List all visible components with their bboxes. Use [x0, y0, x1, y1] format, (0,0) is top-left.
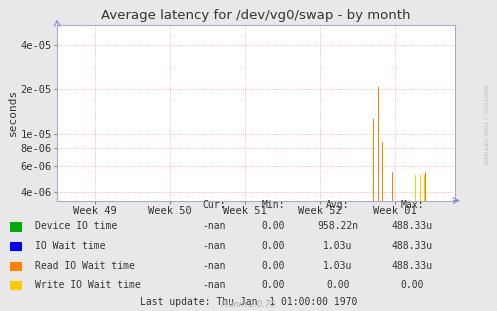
Bar: [429, 175, 430, 311]
Text: RRDTOOL / TOBI OETIKER: RRDTOOL / TOBI OETIKER: [482, 84, 487, 165]
Text: 958.22n: 958.22n: [318, 221, 358, 231]
Text: 0.00: 0.00: [326, 280, 350, 290]
Bar: [420, 172, 421, 311]
Bar: [424, 175, 425, 311]
Text: 0.00: 0.00: [261, 241, 285, 251]
Text: 0.00: 0.00: [261, 221, 285, 231]
Text: 488.33u: 488.33u: [392, 241, 433, 251]
Text: 1.03u: 1.03u: [323, 241, 353, 251]
Text: Avg:: Avg:: [326, 200, 350, 210]
Bar: [397, 172, 398, 311]
Text: IO Wait time: IO Wait time: [35, 241, 105, 251]
Text: 488.33u: 488.33u: [392, 221, 433, 231]
Text: Munin 2.0.75: Munin 2.0.75: [221, 299, 276, 309]
Text: Cur:: Cur:: [202, 200, 226, 210]
Text: -nan: -nan: [202, 280, 226, 290]
Text: -nan: -nan: [202, 221, 226, 231]
Y-axis label: seconds: seconds: [7, 89, 17, 136]
Text: -nan: -nan: [202, 261, 226, 271]
Text: 0.00: 0.00: [261, 280, 285, 290]
Text: Min:: Min:: [261, 200, 285, 210]
Text: Read IO Wait time: Read IO Wait time: [35, 261, 135, 271]
Bar: [378, 87, 379, 311]
Bar: [392, 172, 393, 311]
Bar: [373, 119, 374, 311]
Bar: [415, 175, 416, 311]
Bar: [425, 172, 426, 311]
Text: 0.00: 0.00: [401, 280, 424, 290]
Text: -nan: -nan: [202, 241, 226, 251]
Text: 488.33u: 488.33u: [392, 261, 433, 271]
Text: 1.03u: 1.03u: [323, 261, 353, 271]
Text: Last update: Thu Jan  1 01:00:00 1970: Last update: Thu Jan 1 01:00:00 1970: [140, 297, 357, 307]
Text: Device IO time: Device IO time: [35, 221, 117, 231]
Bar: [388, 117, 389, 311]
Text: Write IO Wait time: Write IO Wait time: [35, 280, 141, 290]
Text: Max:: Max:: [401, 200, 424, 210]
Title: Average latency for /dev/vg0/swap - by month: Average latency for /dev/vg0/swap - by m…: [101, 9, 411, 22]
Bar: [382, 142, 383, 311]
Text: 0.00: 0.00: [261, 261, 285, 271]
